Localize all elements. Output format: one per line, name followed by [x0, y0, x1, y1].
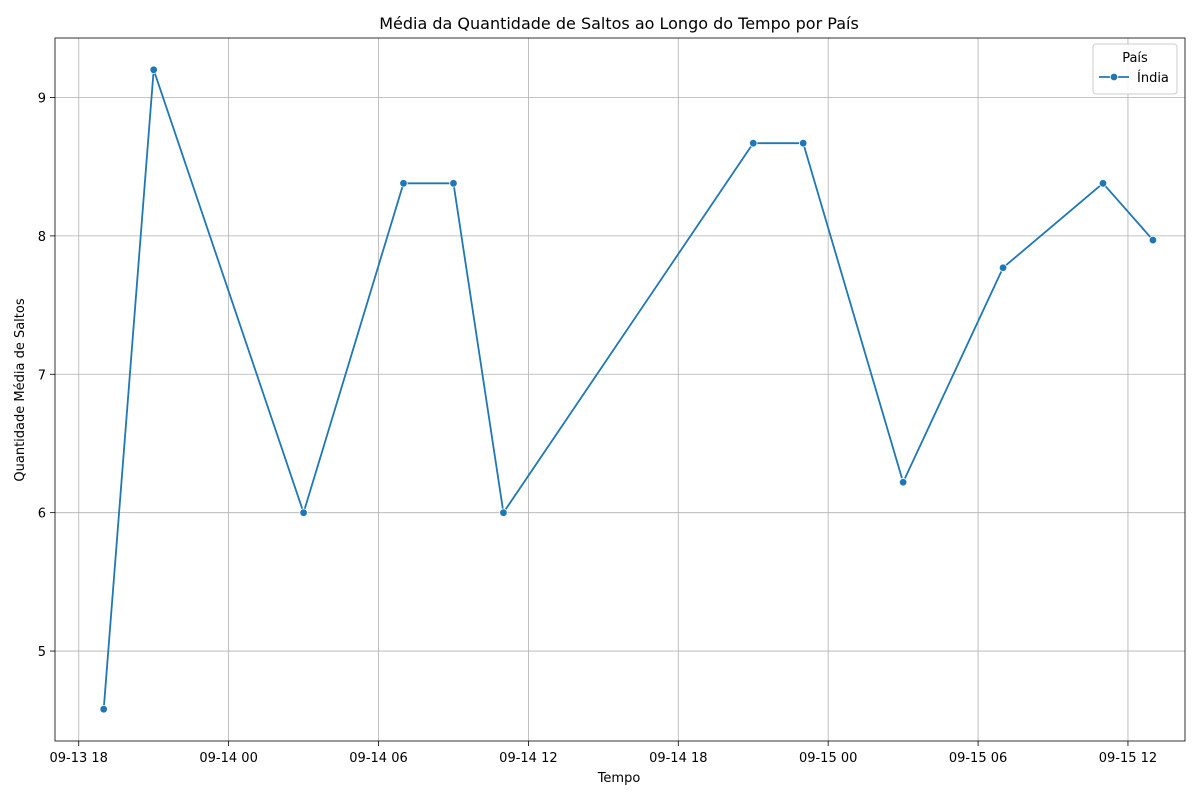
- legend-box: [1092, 43, 1178, 95]
- data-point: [1148, 235, 1158, 245]
- y-axis-label: Quantidade Média de Saltos: [13, 298, 28, 481]
- y-tick-label: 9: [38, 92, 46, 107]
- x-tick-label: 09-15 06: [949, 751, 1007, 766]
- x-tick-label: 09-15 00: [799, 751, 857, 766]
- x-tick-label: 09-15 12: [1099, 751, 1157, 766]
- data-point: [749, 138, 758, 148]
- data-point: [998, 263, 1008, 272]
- y-tick-label: 6: [38, 507, 46, 522]
- data-point: [399, 179, 408, 188]
- legend-marker-india: [1109, 72, 1119, 82]
- x-tick-label: 09-14 18: [649, 751, 707, 766]
- chart-title: Média da Quantidade de Saltos ao Longo d…: [379, 14, 859, 33]
- plot-frame: [54, 37, 1186, 742]
- data-point: [499, 508, 508, 517]
- y-tick-label: 8: [38, 230, 46, 245]
- series-layer: [99, 65, 1158, 714]
- grid: [55, 38, 1185, 741]
- data-point: [299, 508, 308, 517]
- axes: 09-13 18 09-14 00 09-14 06 09-14 12 09-14 18…: [38, 37, 1186, 766]
- data-point: [898, 478, 908, 487]
- data-point: [99, 704, 108, 714]
- data-point: [449, 179, 458, 188]
- legend-title: País: [1122, 51, 1148, 66]
- y-tick-label: 5: [38, 645, 46, 660]
- x-tick-label: 09-14 00: [199, 751, 257, 766]
- x-tick-label: 09-14 12: [499, 751, 557, 766]
- data-point: [1098, 179, 1108, 188]
- y-tick-label: 7: [38, 368, 46, 383]
- data-point: [149, 65, 158, 75]
- x-tick-label: 09-13 18: [50, 751, 108, 766]
- legend: País Índia: [1092, 43, 1178, 95]
- data-point: [798, 138, 808, 148]
- series-line-india: [102, 68, 1154, 710]
- legend-label-india: Índia: [1137, 70, 1169, 86]
- x-tick-label: 09-14 06: [349, 751, 407, 766]
- x-axis-label: Tempo: [597, 771, 641, 786]
